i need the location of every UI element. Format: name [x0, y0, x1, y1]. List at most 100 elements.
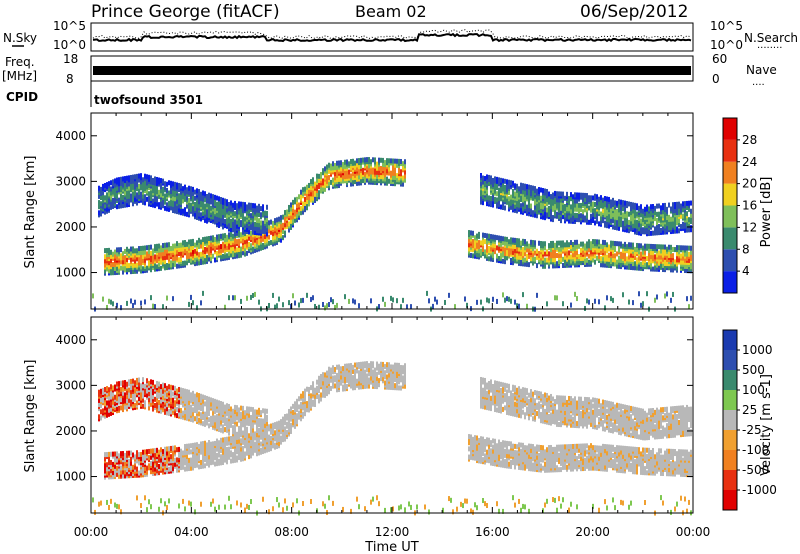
- echo-cell: [128, 199, 130, 205]
- echo-cell: [130, 179, 132, 185]
- echo-cell: [118, 263, 120, 269]
- echo-cell: [252, 232, 254, 238]
- echo-cell: [234, 219, 236, 225]
- echo-cell: [386, 158, 388, 164]
- echo-cell: [662, 244, 664, 250]
- echo-cell: [336, 160, 338, 166]
- echo-cell: [224, 206, 226, 212]
- echo-cell: [128, 397, 130, 403]
- echo-cell: [626, 223, 628, 229]
- echo-cell: [104, 468, 106, 474]
- echo-cell: [250, 202, 252, 208]
- freq-unit-label: [MHz]: [2, 69, 37, 83]
- echo-cell: [136, 268, 138, 274]
- echo-cell: [272, 220, 274, 226]
- echo-cell: [192, 238, 194, 244]
- echo-cell: [602, 262, 604, 268]
- echo-cell: [116, 247, 118, 253]
- echo-cell: [178, 242, 180, 248]
- echo-cell: [250, 243, 252, 249]
- noise-cell: [358, 303, 360, 309]
- echo-cell: [486, 194, 488, 200]
- echo-cell: [266, 231, 268, 237]
- power-ylabel: Slant Range [km]: [23, 156, 38, 269]
- echo-cell: [144, 453, 146, 459]
- echo-cell: [502, 236, 504, 242]
- echo-cell: [564, 242, 566, 248]
- echo-cell: [258, 212, 260, 218]
- echo-cell: [154, 176, 156, 182]
- echo-cell: [684, 268, 686, 274]
- echo-cell: [634, 202, 636, 208]
- echo-cell: [500, 252, 502, 258]
- echo-cell: [614, 208, 616, 214]
- echo-cell: [126, 198, 128, 204]
- echo-cell: [220, 197, 222, 203]
- echo-cell: [134, 190, 136, 196]
- echo-cell: [122, 255, 124, 261]
- echo-cell: [560, 240, 562, 246]
- echo-cell: [166, 181, 168, 187]
- noise-cell: [382, 296, 384, 302]
- echo-cell: [150, 379, 152, 385]
- echo-cell: [582, 241, 584, 247]
- echo-cell: [176, 263, 178, 269]
- echo-cell: [180, 250, 182, 256]
- echo-cell: [210, 205, 212, 211]
- echo-cell: [274, 226, 276, 232]
- noise-cell: [454, 304, 456, 310]
- echo-cell: [614, 224, 616, 230]
- echo-cell: [374, 179, 376, 185]
- echo-cell: [604, 262, 606, 268]
- noise-cell: [306, 292, 308, 298]
- echo-cell: [546, 211, 548, 217]
- echo-cell: [602, 201, 604, 207]
- echo-cell: [146, 245, 148, 251]
- echo-cell: [130, 256, 132, 262]
- echo-cell: [618, 241, 620, 247]
- echo-cell: [110, 258, 112, 264]
- echo-cell: [662, 267, 664, 273]
- echo-cell: [240, 201, 242, 207]
- echo-cell: [660, 244, 662, 250]
- echo-cell: [344, 170, 346, 176]
- echo-cell: [110, 202, 112, 208]
- echo-cell: [236, 247, 238, 253]
- echo-cell: [612, 253, 614, 259]
- echo-cell: [524, 261, 526, 267]
- echo-cell: [102, 408, 104, 414]
- echo-cell: [552, 249, 554, 255]
- echo-cell: [574, 212, 576, 218]
- echo-cell: [160, 251, 162, 257]
- echo-cell: [688, 257, 690, 263]
- echo-cell: [182, 208, 184, 214]
- echo-cell: [124, 392, 126, 398]
- echo-cell: [676, 226, 678, 232]
- echo-cell: [164, 263, 166, 269]
- echo-cell: [150, 250, 152, 256]
- echo-cell: [104, 195, 106, 201]
- echo-cell: [630, 252, 632, 258]
- echo-cell: [512, 260, 514, 266]
- echo-cell: [220, 254, 222, 260]
- echo-cell: [164, 197, 166, 203]
- echo-cell: [98, 389, 100, 395]
- echo-cell: [642, 227, 644, 233]
- echo-cell: [206, 193, 208, 199]
- echo-cell: [262, 204, 264, 210]
- echo-cell: [266, 210, 268, 216]
- echo-cell: [554, 248, 556, 254]
- echo-cell: [658, 258, 660, 264]
- echo-cell: [624, 225, 626, 231]
- echo-cell: [564, 258, 566, 264]
- echo-cell: [182, 260, 184, 266]
- echo-cell: [172, 191, 174, 197]
- echo-cell: [488, 199, 490, 205]
- echo-cell: [384, 160, 386, 166]
- echo-cell: [392, 164, 394, 170]
- echo-cell: [654, 226, 656, 232]
- echo-cell: [604, 196, 606, 202]
- echo-cell: [670, 253, 672, 259]
- echo-cell: [204, 236, 206, 242]
- echo-cell: [196, 246, 198, 252]
